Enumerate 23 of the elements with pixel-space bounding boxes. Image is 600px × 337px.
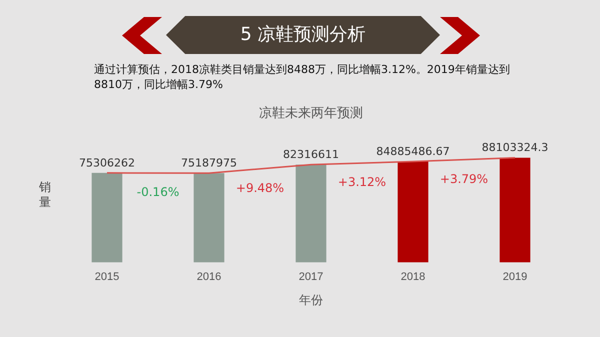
bar	[500, 158, 530, 262]
annotation: +3.79%	[440, 172, 488, 186]
x-tick-label: 2019	[502, 271, 528, 284]
data-label: 88103324.3	[482, 141, 548, 154]
data-label: 84885486.67	[376, 144, 450, 158]
bar	[194, 173, 224, 262]
x-tick-label: 2018	[400, 271, 426, 284]
bar	[398, 162, 428, 262]
y-axis-title: 销量	[38, 180, 51, 210]
bar	[296, 164, 326, 262]
data-label: 82316611	[283, 148, 339, 161]
data-label: 75306262	[79, 156, 135, 170]
annotation: +3.12%	[338, 175, 386, 190]
x-tick-label: 2016	[196, 271, 222, 284]
annotation: -0.16%	[136, 185, 180, 200]
annotation: +9.48%	[236, 180, 284, 195]
x-tick-label: 2015	[94, 271, 120, 284]
data-label: 75187975	[181, 156, 237, 170]
x-axis-title: 年份	[299, 293, 323, 308]
chart-subtitle: 通过计算预估，2018凉鞋类目销量达到8488万，同比增幅3.12%。2019年销量达到8810万，同比增幅3.79%	[94, 62, 511, 92]
x-tick-label: 2017	[298, 271, 324, 284]
text: 凉鞋未来两年预测	[259, 106, 363, 122]
bar	[92, 172, 122, 262]
